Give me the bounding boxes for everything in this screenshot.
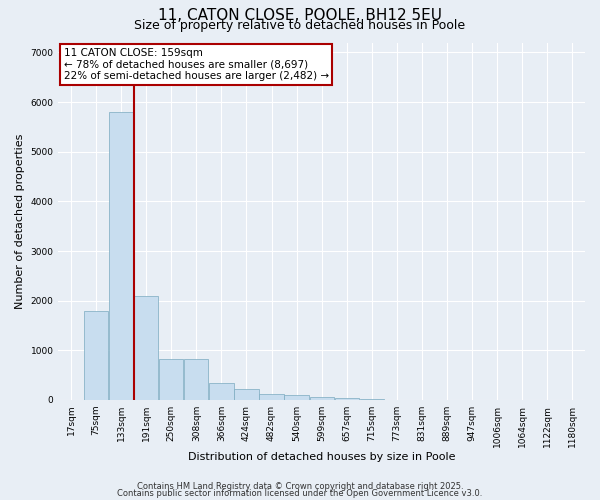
Text: Size of property relative to detached houses in Poole: Size of property relative to detached ho… (134, 19, 466, 32)
Bar (235, 388, 259, 400)
Text: Contains HM Land Registry data © Crown copyright and database right 2025.: Contains HM Land Registry data © Crown c… (137, 482, 463, 491)
Bar (134, 296, 158, 400)
Text: Contains public sector information licensed under the Open Government Licence v3: Contains public sector information licen… (118, 489, 482, 498)
Bar (310, 397, 334, 400)
Bar (335, 398, 359, 400)
Bar (159, 359, 184, 400)
Bar (109, 112, 133, 400)
Text: 11 CATON CLOSE: 159sqm
← 78% of detached houses are smaller (8,697)
22% of semi-: 11 CATON CLOSE: 159sqm ← 78% of detached… (64, 48, 329, 81)
Bar (284, 396, 309, 400)
Bar (259, 394, 284, 400)
X-axis label: Distribution of detached houses by size in Poole: Distribution of detached houses by size … (188, 452, 455, 462)
Text: 11, CATON CLOSE, POOLE, BH12 5EU: 11, CATON CLOSE, POOLE, BH12 5EU (158, 8, 442, 22)
Bar (359, 399, 384, 400)
Bar (209, 382, 233, 400)
Bar (84, 310, 108, 400)
Bar (184, 359, 208, 400)
Y-axis label: Number of detached properties: Number of detached properties (15, 134, 25, 309)
